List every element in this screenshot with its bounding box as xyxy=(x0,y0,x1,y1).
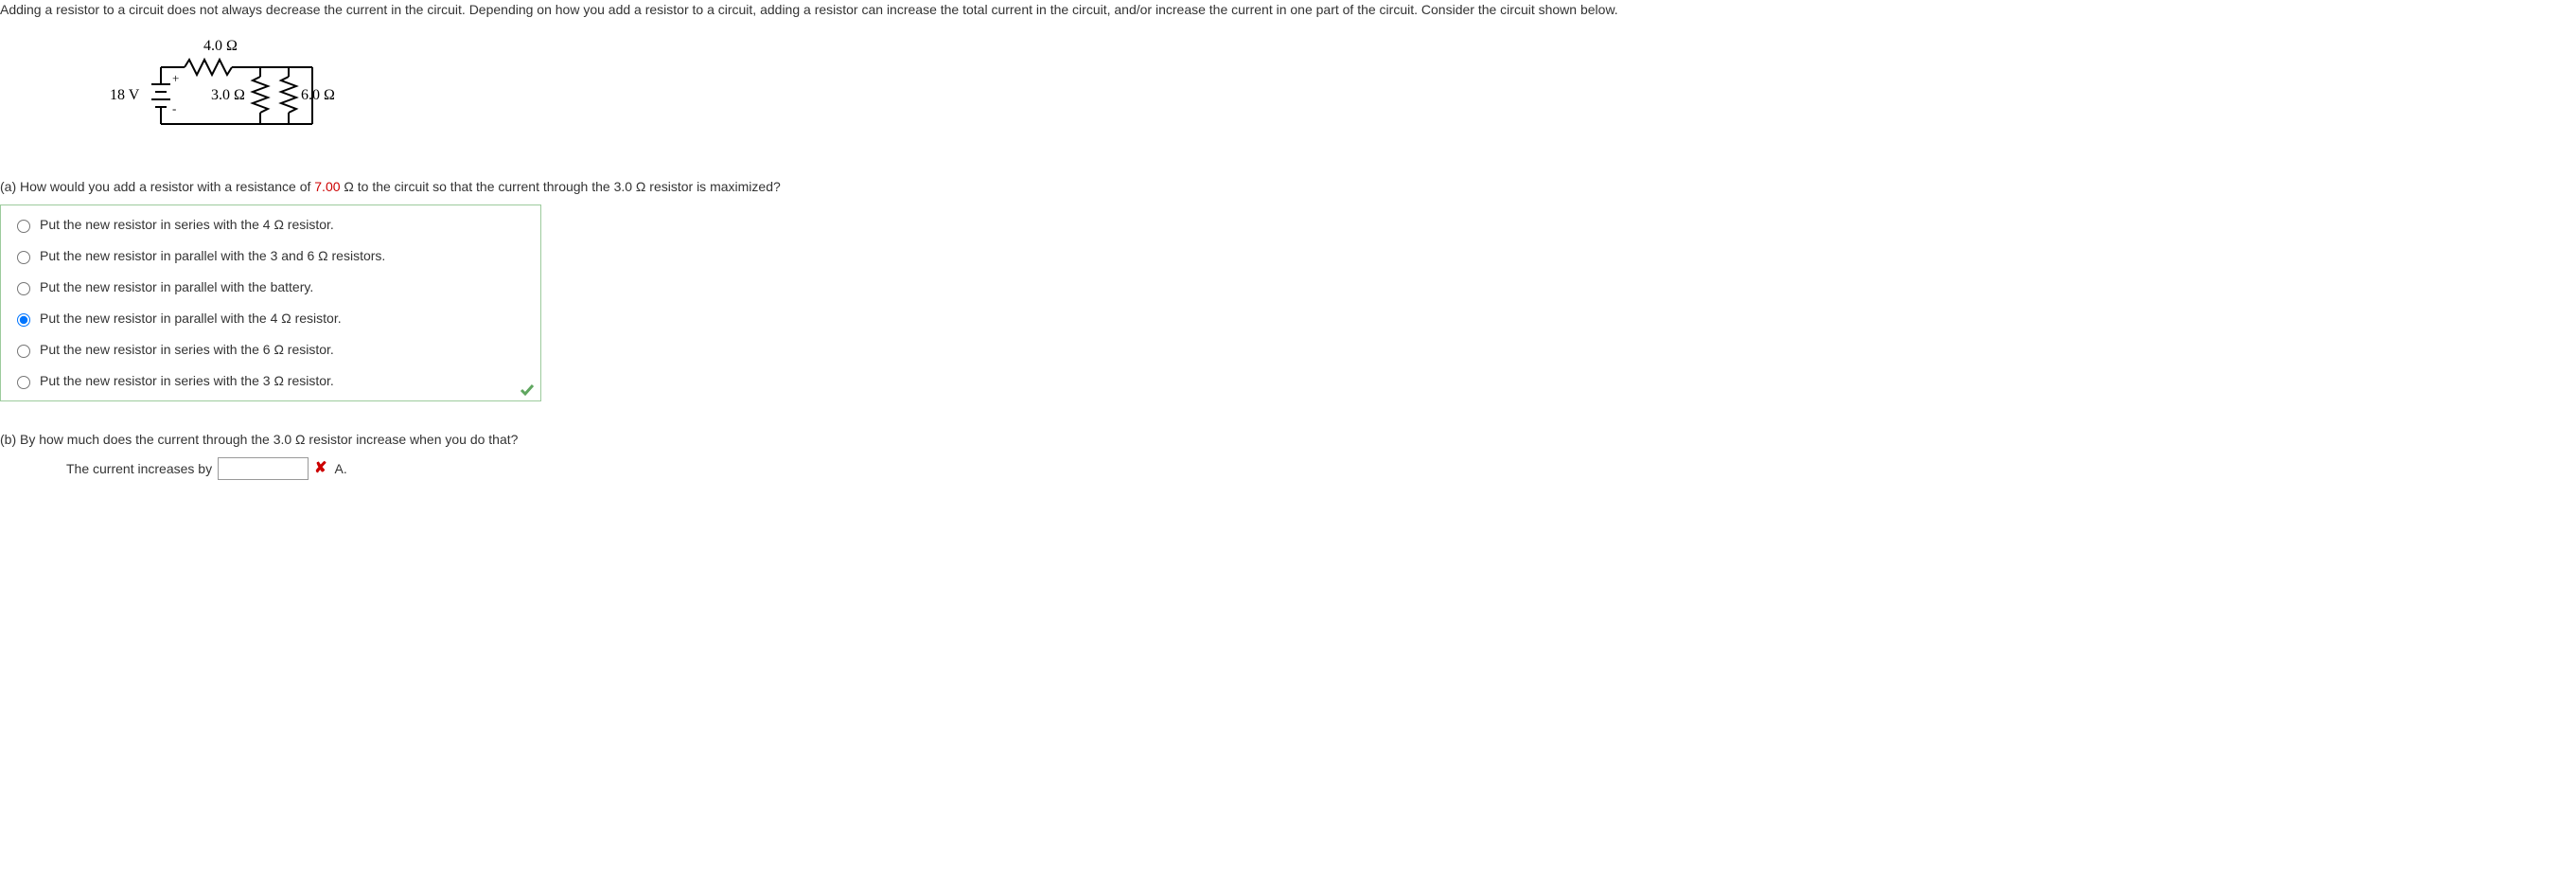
part-a-value: 7.00 xyxy=(314,179,340,194)
option-label: Put the new resistor in series with the … xyxy=(40,340,334,360)
part-a-suffix: Ω to the circuit so that the current thr… xyxy=(341,179,781,194)
option-label: Put the new resistor in parallel with th… xyxy=(40,277,313,297)
incorrect-x-icon: ✘ xyxy=(314,457,326,480)
option-row[interactable]: Put the new resistor in parallel with th… xyxy=(1,272,540,303)
circuit-diagram: 4.0 Ω + - 18 V 3.0 Ω 6.0 Ω xyxy=(95,39,2576,149)
r-top-label: 4.0 Ω xyxy=(203,39,238,54)
radio-option-0[interactable] xyxy=(17,220,30,233)
option-label: Put the new resistor in series with the … xyxy=(40,215,334,235)
options-box: Put the new resistor in series with the … xyxy=(0,204,541,401)
part-b: (b) By how much does the current through… xyxy=(0,430,2576,480)
option-row[interactable]: Put the new resistor in series with the … xyxy=(1,365,540,397)
voltage-label: 18 V xyxy=(110,87,140,103)
svg-text:+: + xyxy=(172,71,179,85)
radio-option-5[interactable] xyxy=(17,376,30,389)
radio-option-1[interactable] xyxy=(17,251,30,264)
answer-input[interactable] xyxy=(218,457,309,480)
part-a: (a) How would you add a resistor with a … xyxy=(0,177,2576,401)
r-mid-label: 3.0 Ω xyxy=(211,87,245,103)
option-row[interactable]: Put the new resistor in parallel with th… xyxy=(1,303,540,334)
option-row[interactable]: Put the new resistor in parallel with th… xyxy=(1,240,540,272)
svg-text:-: - xyxy=(172,101,176,116)
r-right-label: 6.0 Ω xyxy=(301,87,335,103)
answer-label: The current increases by xyxy=(66,459,212,479)
option-label: Put the new resistor in series with the … xyxy=(40,371,334,391)
radio-option-3[interactable] xyxy=(17,313,30,327)
correct-check-icon xyxy=(520,382,535,397)
answer-unit: A. xyxy=(334,459,346,479)
option-label: Put the new resistor in parallel with th… xyxy=(40,246,385,266)
radio-option-4[interactable] xyxy=(17,345,30,358)
part-a-prefix: (a) How would you add a resistor with a … xyxy=(0,179,314,194)
intro-text: Adding a resistor to a circuit does not … xyxy=(0,0,2576,20)
option-row[interactable]: Put the new resistor in series with the … xyxy=(1,209,540,240)
option-row[interactable]: Put the new resistor in series with the … xyxy=(1,334,540,365)
part-b-prompt: (b) By how much does the current through… xyxy=(0,430,2576,450)
radio-option-2[interactable] xyxy=(17,282,30,295)
option-label: Put the new resistor in parallel with th… xyxy=(40,309,342,329)
